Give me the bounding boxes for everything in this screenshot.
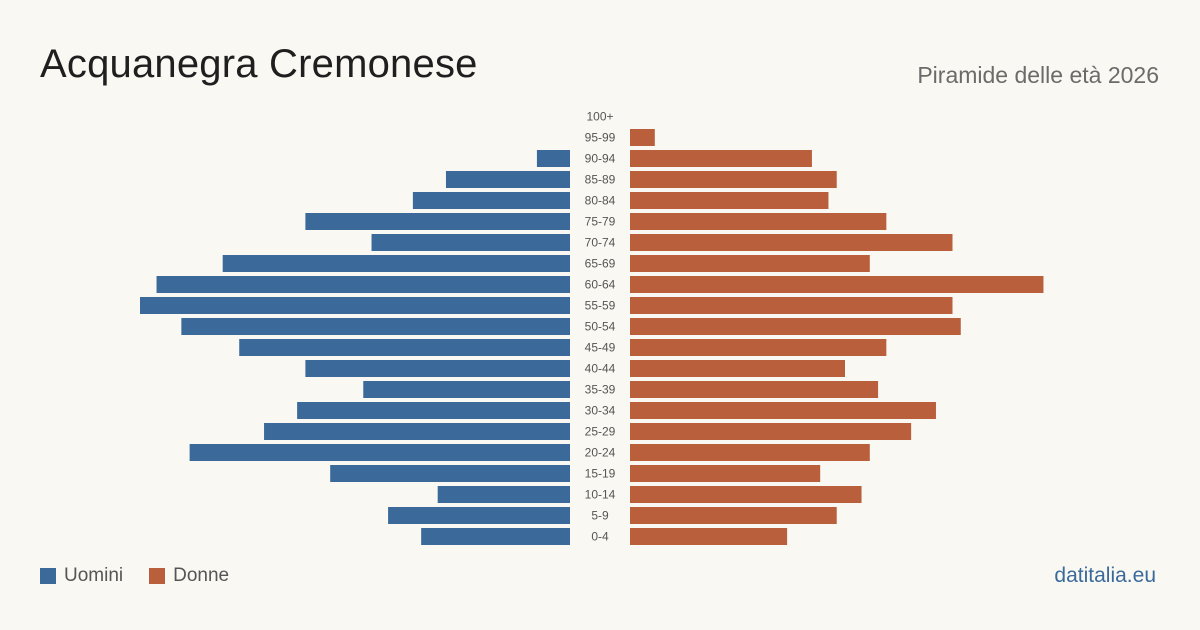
bar-women-35-39 [630,381,879,398]
bar-women-10-14 [630,486,862,503]
bar-women-90-94 [630,150,812,167]
age-label-70-74: 70-74 [585,236,616,250]
bar-men-75-79 [305,213,570,230]
bar-men-25-29 [264,423,570,440]
age-label-35-39: 35-39 [585,383,616,397]
age-label-15-19: 15-19 [585,467,616,481]
bar-women-40-44 [630,360,845,377]
bar-men-60-64 [156,276,571,293]
bar-women-85-89 [630,171,837,188]
age-label-10-14: 10-14 [585,488,616,502]
legend-label-men: Uomini [64,565,124,586]
bar-women-15-19 [630,465,821,482]
age-label-100plus: 100+ [586,110,613,124]
age-label-90-94: 90-94 [585,152,616,166]
bar-women-55-59 [630,297,953,314]
chart-subtitle: Piramide delle età 2026 [917,62,1159,88]
bar-women-75-79 [630,213,887,230]
bar-men-40-44 [305,360,570,377]
bar-women-45-49 [630,339,887,356]
brand-link[interactable]: datitalia.eu [1054,564,1156,587]
legend-label-women: Donne [173,565,230,586]
bar-women-70-74 [630,234,953,251]
bar-men-55-59 [140,297,570,314]
legend-swatch-women [149,568,166,584]
bar-men-65-69 [222,255,570,272]
age-label-75-79: 75-79 [585,215,616,229]
age-label-25-29: 25-29 [585,425,616,439]
bar-men-35-39 [363,381,570,398]
bar-men-50-54 [181,318,570,335]
bar-women-65-69 [630,255,870,272]
age-label-40-44: 40-44 [585,362,616,376]
bar-men-85-89 [445,171,570,188]
age-label-0-4: 0-4 [591,530,609,544]
bar-women-0-4 [630,528,788,545]
age-label-85-89: 85-89 [585,173,616,187]
age-label-30-34: 30-34 [585,404,616,418]
bar-women-20-24 [630,444,870,461]
bar-men-30-34 [297,402,570,419]
age-label-45-49: 45-49 [585,341,616,355]
legend-swatch-men [40,568,56,584]
bar-men-45-49 [239,339,570,356]
bar-women-30-34 [630,402,936,419]
age-label-5-9: 5-9 [591,509,609,523]
legend-item-women: Donne [149,565,229,587]
page-title: Acquanegra Cremonese [40,42,478,86]
bar-men-70-74 [371,234,570,251]
bar-women-95-99 [630,129,655,146]
bar-women-25-29 [630,423,912,440]
bar-women-80-84 [630,192,829,209]
age-label-50-54: 50-54 [585,320,616,334]
legend-item-men: Uomini [40,565,123,587]
age-label-95-99: 95-99 [585,131,616,145]
age-label-80-84: 80-84 [585,194,616,208]
bar-men-0-4 [421,528,570,545]
bar-men-90-94 [536,150,570,167]
bar-women-50-54 [630,318,961,335]
age-label-65-69: 65-69 [585,257,616,271]
bar-men-10-14 [437,486,570,503]
bar-men-5-9 [388,507,570,524]
bar-women-60-64 [630,276,1044,293]
age-label-55-59: 55-59 [585,299,616,313]
chart-legend: Uomini Donne [40,565,255,587]
age-label-60-64: 60-64 [585,278,616,292]
bar-women-5-9 [630,507,837,524]
bar-men-80-84 [412,192,570,209]
age-label-20-24: 20-24 [585,446,616,460]
bar-men-15-19 [330,465,570,482]
bar-men-20-24 [189,444,570,461]
